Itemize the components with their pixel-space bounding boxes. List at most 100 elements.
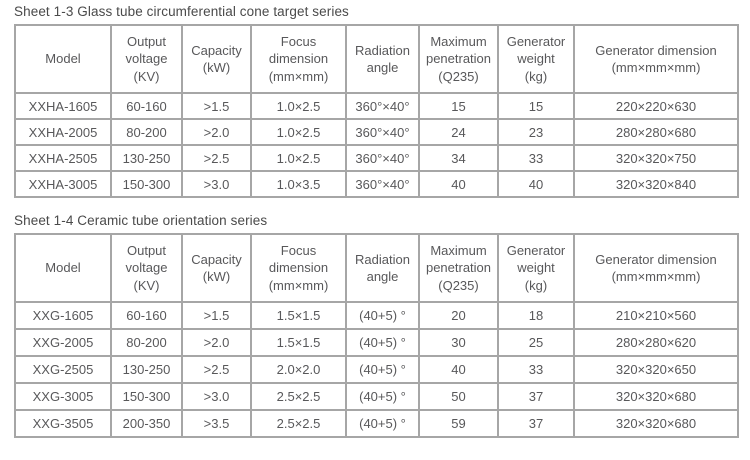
column-header: Focus dimension (mm×mm): [250, 233, 347, 303]
table-cell: 23: [497, 118, 575, 146]
table-cell: 130-250: [110, 355, 183, 384]
table-cell: >3.0: [181, 170, 252, 198]
table-cell: XXHA-2005: [14, 118, 112, 146]
table-cell: >2.0: [181, 118, 252, 146]
table-cell: 1.5×1.5: [250, 301, 347, 330]
table-cell: XXG-1605: [14, 301, 112, 330]
table-row: XXG-3505 200-350 >3.5 2.5×2.5 (40+5) ° 59 37 32…: [14, 409, 739, 438]
column-header: Maximum penetration (Q235): [418, 233, 499, 303]
table-cell: XXG-2505: [14, 355, 112, 384]
table-cell: >2.0: [181, 328, 252, 357]
table-cell: >2.5: [181, 355, 252, 384]
table-row: XXG-2005 80-200 >2.0 1.5×1.5 (40+5) ° 30 25 280…: [14, 328, 739, 357]
table-cell: >1.5: [181, 301, 252, 330]
table-cell: 59: [418, 409, 499, 438]
table-cell: 320×320×650: [573, 355, 739, 384]
table-cell: 2.0×2.0: [250, 355, 347, 384]
table-row: XXHA-1605 60-160 >1.5 1.0×2.5 360°×40° 15 15 22…: [14, 92, 739, 120]
table-title: Sheet 1-3 Glass tube circumferential con…: [14, 4, 349, 19]
table-cell: (40+5) °: [345, 328, 420, 357]
table-cell: 210×210×560: [573, 301, 739, 330]
table-cell: 80-200: [110, 118, 183, 146]
column-header: Generator weight (kg): [497, 24, 575, 94]
column-header: Focus dimension (mm×mm): [250, 24, 347, 94]
table-row: XXG-2505 130-250 >2.5 2.0×2.0 (40+5) ° 40 33 32…: [14, 355, 739, 384]
table-cell: 2.5×2.5: [250, 382, 347, 411]
table-row: XXHA-2505 130-250 >2.5 1.0×2.5 360°×40° 34 33 3…: [14, 144, 739, 172]
column-header: Radiation angle: [345, 233, 420, 303]
table-cell: 2.5×2.5: [250, 409, 347, 438]
column-header: Output voltage (KV): [110, 233, 183, 303]
table-title: Sheet 1-4 Ceramic tube orientation serie…: [14, 213, 268, 228]
table-cell: 280×280×620: [573, 328, 739, 357]
table-cell: 40: [418, 355, 499, 384]
column-header: Generator weight (kg): [497, 233, 575, 303]
table-cell: 33: [497, 355, 575, 384]
table-cell: 360°×40°: [345, 92, 420, 120]
table-cell: 15: [497, 92, 575, 120]
table-cell: 1.0×2.5: [250, 144, 347, 172]
table-cell: >3.5: [181, 409, 252, 438]
table-cell: 80-200: [110, 328, 183, 357]
table-cell: 40: [418, 170, 499, 198]
table-row: XXG-3005 150-300 >3.0 2.5×2.5 (40+5) ° 50 37 32…: [14, 382, 739, 411]
table-cell: >2.5: [181, 144, 252, 172]
table-cell: 150-300: [110, 382, 183, 411]
table-cell: 360°×40°: [345, 118, 420, 146]
table-cell: 25: [497, 328, 575, 357]
table-cell: 130-250: [110, 144, 183, 172]
table-cell: (40+5) °: [345, 409, 420, 438]
table-cell: (40+5) °: [345, 382, 420, 411]
table-cell: 50: [418, 382, 499, 411]
table-cell: 360°×40°: [345, 170, 420, 198]
table-row: XXHA-3005 150-300 >3.0 1.0×3.5 360°×40° 40 40 3…: [14, 170, 739, 198]
table-cell: XXHA-2505: [14, 144, 112, 172]
column-header: Maximum penetration (Q235): [418, 24, 499, 94]
table-cell: 37: [497, 382, 575, 411]
table-cell: 1.0×2.5: [250, 92, 347, 120]
table-cell: 1.5×1.5: [250, 328, 347, 357]
spec-table-ceramic-tube: Model Output voltage (KV) Capacity (kW) Foc…: [14, 233, 739, 438]
table-cell: 30: [418, 328, 499, 357]
table-cell: XXG-3505: [14, 409, 112, 438]
column-header: Model: [14, 24, 112, 94]
table-cell: 24: [418, 118, 499, 146]
table-cell: XXHA-1605: [14, 92, 112, 120]
column-header: Radiation angle: [345, 24, 420, 94]
table-cell: XXG-3005: [14, 382, 112, 411]
column-header: Generator dimension (mm×mm×mm): [573, 24, 739, 94]
table-cell: 320×320×680: [573, 409, 739, 438]
table-cell: XXHA-3005: [14, 170, 112, 198]
table-cell: 60-160: [110, 301, 183, 330]
table-cell: 1.0×2.5: [250, 118, 347, 146]
table-cell: 320×320×750: [573, 144, 739, 172]
table-cell: (40+5) °: [345, 301, 420, 330]
table-cell: 280×280×680: [573, 118, 739, 146]
spec-table-glass-tube: Model Output voltage (KV) Capacity (kW) Foc…: [14, 24, 739, 198]
table-cell: XXG-2005: [14, 328, 112, 357]
header-row: Model Output voltage (KV) Capacity (kW) Foc…: [14, 24, 739, 94]
table-cell: 15: [418, 92, 499, 120]
table-cell: 200-350: [110, 409, 183, 438]
table-cell: 18: [497, 301, 575, 330]
table-cell: >1.5: [181, 92, 252, 120]
header-row: Model Output voltage (KV) Capacity (kW) Foc…: [14, 233, 739, 303]
table-cell: 320×320×680: [573, 382, 739, 411]
table-section-ceramic-tube: Sheet 1-4 Ceramic tube orientation serie…: [14, 213, 739, 438]
table-cell: 60-160: [110, 92, 183, 120]
table-cell: 34: [418, 144, 499, 172]
column-header: Output voltage (KV): [110, 24, 183, 94]
column-header: Capacity (kW): [181, 24, 252, 94]
table-cell: 150-300: [110, 170, 183, 198]
table-row: XXG-1605 60-160 >1.5 1.5×1.5 (40+5) ° 20 18 210…: [14, 301, 739, 330]
table-cell: 20: [418, 301, 499, 330]
table-cell: 37: [497, 409, 575, 438]
table-cell: >3.0: [181, 382, 252, 411]
table-cell: 40: [497, 170, 575, 198]
column-header: Generator dimension (mm×mm×mm): [573, 233, 739, 303]
table-cell: (40+5) °: [345, 355, 420, 384]
table-cell: 33: [497, 144, 575, 172]
column-header: Model: [14, 233, 112, 303]
table-row: XXHA-2005 80-200 >2.0 1.0×2.5 360°×40° 24 23 28…: [14, 118, 739, 146]
